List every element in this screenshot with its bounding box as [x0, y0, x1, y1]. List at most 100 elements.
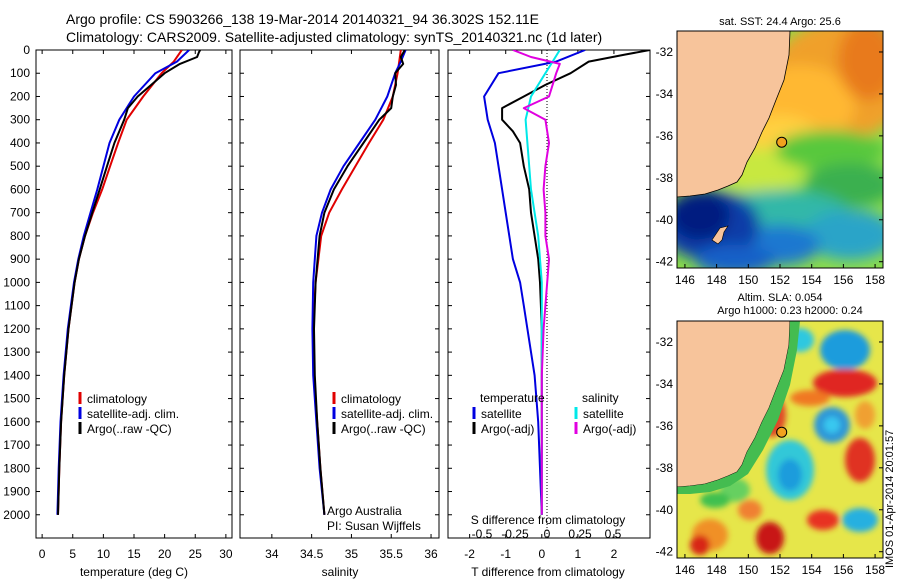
depth-tick-label: 500	[10, 159, 30, 173]
x-tick-label: 25	[189, 547, 203, 561]
x-tick-label: 35.5	[380, 547, 404, 561]
figure-title-line2: Climatology: CARS2009. Satellite-adjuste…	[66, 29, 602, 45]
depth-tick-label: 1400	[3, 368, 30, 382]
series-line-temperature-satellite	[483, 50, 586, 515]
temperature-axes-box	[35, 49, 233, 539]
x-tick-label: 1	[575, 547, 582, 561]
depth-tick-label: 0	[23, 43, 30, 57]
s-diff-tick-label: 0.25	[568, 527, 592, 541]
legend-label: Argo(-adj)	[481, 422, 534, 436]
s-diff-tick-label: 0.5	[605, 527, 622, 541]
sst-map: sat. SST: 24.4 Argo: 25.6 14	[656, 16, 886, 287]
x-tick-label: 20	[158, 547, 172, 561]
lat-tick-label: -34	[656, 377, 674, 391]
salinity-panel: 34 34.5 35 35.5 36 climatologysatellite-adj.…	[239, 49, 440, 579]
temperature-xlabel: temperature (deg C)	[80, 565, 188, 579]
figure-title-line1: Argo profile: CS 5903266_138 19-Mar-2014…	[66, 11, 539, 27]
lat-tick-label: -42	[656, 545, 674, 559]
imos-timestamp-watermark: IMOS 01-Apr-2014 20:01:57	[884, 430, 896, 568]
depth-tick-label: 700	[10, 206, 30, 220]
sla-map-title-line2: Argo h1000: 0.23 h2000: 0.24	[717, 305, 863, 317]
s-diff-tick-label: -0.5	[472, 527, 493, 541]
lon-tick-label: 146	[675, 273, 695, 287]
x-tick-label: 30	[219, 547, 233, 561]
sst-map-ticks: 146 148 150 152 154 156 158 -32 -34 -36 -38 -40 -42	[656, 45, 886, 287]
lon-tick-label: 152	[770, 563, 790, 577]
depth-tick-label: 600	[10, 182, 30, 196]
s-diff-tick-label: 0	[544, 527, 551, 541]
legend-label: Argo(-adj)	[583, 422, 636, 436]
lat-tick-label: -36	[656, 129, 674, 143]
lon-tick-label: 154	[802, 273, 822, 287]
lon-tick-label: 146	[675, 563, 695, 577]
lon-tick-label: 150	[738, 273, 758, 287]
depth-tick-label: 100	[10, 66, 30, 80]
temperature-ticks: 0 5 10 15 20 25 300100200300400500600700800900…	[3, 43, 233, 561]
sst-argo-location-marker	[776, 136, 788, 148]
s-difference-xlabel: S difference from climatology	[471, 513, 626, 527]
credit-line1: Argo Australia	[327, 504, 402, 518]
lon-tick-label: 156	[833, 563, 853, 577]
lat-tick-label: -40	[656, 503, 674, 517]
legend-title-temperature: temperature	[480, 391, 545, 405]
lon-tick-label: 152	[770, 273, 790, 287]
x-tick-label: 36	[424, 547, 438, 561]
sst-land	[677, 31, 791, 198]
legend-label: climatology	[341, 392, 401, 406]
lon-tick-label: 154	[802, 563, 822, 577]
legend-title-salinity: salinity	[582, 391, 619, 405]
lon-tick-label: 148	[707, 273, 727, 287]
difference-series	[483, 50, 650, 515]
s-diff-tick-label: -0.25	[501, 527, 529, 541]
x-tick-label: 10	[97, 547, 111, 561]
x-tick-label: -1	[500, 547, 511, 561]
x-tick-label: 34	[265, 547, 279, 561]
sla-map-ticks: 146 148 150 152 154 156 158 -32 -34 -36 -38 -40 -42	[656, 335, 886, 577]
x-tick-label: -2	[464, 547, 475, 561]
depth-tick-label: 1600	[3, 415, 30, 429]
legend-label: Argo(..raw -QC)	[341, 422, 426, 436]
difference-legend: temperature salinitysatelliteArgo(-adj)sa…	[472, 391, 636, 436]
sla-field	[677, 321, 883, 558]
lat-tick-label: -36	[656, 419, 674, 433]
sla-map: Altim. SLA: 0.054 Argo h1000: 0.23 h2000…	[656, 292, 886, 577]
x-tick-label: 0	[39, 547, 46, 561]
series-line-argo-raw-qc	[313, 50, 406, 515]
legend-label: climatology	[87, 392, 147, 406]
difference-ticks: -2 -1 0 1 2 -0.5 -0.25 0 0.25 0.5	[448, 49, 650, 561]
lat-tick-label: -38	[656, 461, 674, 475]
sst-map-title: sat. SST: 24.4 Argo: 25.6	[719, 16, 841, 28]
x-tick-label: 15	[127, 547, 141, 561]
x-tick-label: 2	[611, 547, 618, 561]
depth-tick-label: 1100	[4, 299, 30, 313]
depth-tick-label: 800	[10, 229, 30, 243]
series-line-salinity-argo-adj	[512, 50, 561, 515]
depth-tick-label: 300	[10, 113, 30, 127]
x-tick-label: 5	[69, 547, 76, 561]
lat-tick-label: -42	[656, 255, 674, 269]
x-tick-label: 0	[538, 547, 545, 561]
salinity-series	[311, 50, 407, 515]
depth-tick-label: 1300	[3, 345, 30, 359]
x-tick-label: 34.5	[300, 547, 324, 561]
sla-shelf-band	[677, 321, 800, 494]
depth-tick-label: 900	[10, 252, 30, 266]
sst-field	[677, 31, 883, 268]
depth-tick-label: 200	[10, 89, 30, 103]
lat-tick-label: -32	[656, 335, 674, 349]
depth-tick-label: 1000	[3, 275, 30, 289]
legend-label: satellite-adj. clim.	[87, 407, 179, 421]
depth-tick-label: 2000	[3, 508, 30, 522]
legend-label: satellite	[583, 407, 624, 421]
depth-tick-label: 1500	[3, 392, 30, 406]
depth-tick-label: 1700	[3, 438, 30, 452]
depth-tick-label: 1800	[3, 461, 30, 475]
difference-panel: -2 -1 0 1 2 -0.5 -0.25 0 0.25 0.5 temperature sali…	[447, 49, 651, 579]
lat-tick-label: -38	[656, 171, 674, 185]
lon-tick-label: 158	[865, 273, 885, 287]
salinity-axes-box	[239, 49, 440, 539]
